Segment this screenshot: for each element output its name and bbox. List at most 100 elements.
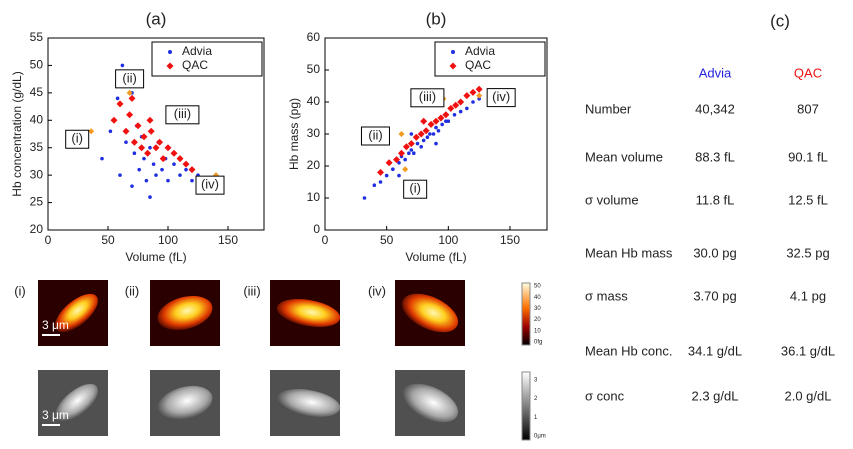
point <box>442 111 450 119</box>
annotation-label: (iv) <box>201 177 219 192</box>
image-label: (iv) <box>368 283 386 298</box>
point <box>446 119 451 123</box>
cell <box>401 383 459 423</box>
point <box>148 195 152 199</box>
scale-bar-label: 3 μm <box>42 408 69 422</box>
annotation-label: (ii) <box>122 70 136 85</box>
cell <box>401 293 459 333</box>
point <box>458 109 463 114</box>
point <box>130 184 134 188</box>
cell <box>276 299 341 327</box>
point <box>176 155 184 163</box>
point <box>407 151 411 155</box>
y-tick-label: 45 <box>30 85 44 99</box>
x-axis-label: Volume (fL) <box>125 250 186 264</box>
legend <box>434 41 546 77</box>
point <box>428 132 432 136</box>
point <box>417 130 425 138</box>
annotation-label: (iv) <box>492 89 510 104</box>
cell: 90.1 fL <box>788 149 828 164</box>
cell: 2.3 g/dL <box>692 388 739 403</box>
point <box>156 138 164 146</box>
annotation-point <box>126 89 133 96</box>
row-label: σ volume <box>585 192 639 207</box>
point <box>457 98 465 106</box>
colorbar-tick: 20 <box>534 317 541 323</box>
cell: 3.70 pg <box>693 288 736 303</box>
point <box>118 173 122 177</box>
point <box>115 96 120 101</box>
image-label: (iii) <box>243 283 260 298</box>
column-header: Advia <box>699 65 732 80</box>
point <box>397 149 405 157</box>
annotation-box <box>410 88 445 108</box>
y-tick-label: 50 <box>30 58 44 72</box>
annotation-label: (iii) <box>174 106 191 121</box>
point <box>471 100 475 104</box>
point <box>437 114 445 122</box>
point <box>148 145 152 150</box>
point <box>475 85 483 93</box>
point <box>172 162 176 166</box>
point <box>409 132 414 136</box>
x-tick-label: 50 <box>101 233 115 247</box>
point <box>444 119 448 123</box>
annotation-box <box>165 105 200 125</box>
point <box>152 144 160 152</box>
point <box>425 135 430 139</box>
colorbar-tick: 0μm <box>534 434 546 440</box>
row-label: σ mass <box>585 288 628 303</box>
point <box>372 183 377 187</box>
colorbar <box>521 282 531 346</box>
legend <box>151 41 263 77</box>
point <box>412 133 420 141</box>
legend-swatch <box>451 50 455 54</box>
point <box>477 97 481 101</box>
point <box>452 101 460 109</box>
annotation-point <box>476 92 483 99</box>
annotation-box <box>360 126 390 146</box>
x-tick-label: 0 <box>322 233 329 247</box>
y-axis-label: Hb concentration (g/dL) <box>10 71 24 196</box>
cell <box>157 295 213 331</box>
y-tick-label: 40 <box>30 112 44 126</box>
point <box>142 156 146 161</box>
image-label: (i) <box>14 283 26 298</box>
scale-bar-label: 3 μm <box>42 318 69 332</box>
annotation-point <box>402 166 409 173</box>
point <box>391 167 395 171</box>
point <box>407 140 415 148</box>
annotation-box <box>486 88 516 108</box>
x-axis-label: Volume (fL) <box>405 250 466 264</box>
point <box>409 148 414 152</box>
point <box>463 92 471 100</box>
point <box>377 168 384 176</box>
point <box>431 132 436 136</box>
y-tick-label: 40 <box>307 94 321 108</box>
point <box>108 129 113 134</box>
colorbar-tick: 40 <box>534 295 541 301</box>
plot-frame <box>47 37 265 231</box>
point <box>432 117 440 125</box>
row-label: Mean Hb mass <box>585 245 673 260</box>
colorbar-tick: 2 <box>534 396 538 402</box>
annotation-box <box>115 69 145 89</box>
point <box>434 141 438 146</box>
point <box>419 145 424 149</box>
point <box>178 173 182 177</box>
point <box>100 156 104 161</box>
point <box>397 173 401 178</box>
x-tick-label: 100 <box>158 233 178 247</box>
x-tick-label: 0 <box>45 233 52 247</box>
point <box>447 104 455 112</box>
legend-label: QAC <box>465 58 491 72</box>
row-label: Mean Hb conc. <box>585 343 672 358</box>
y-tick-label: 55 <box>30 30 44 44</box>
point <box>110 116 118 124</box>
y-tick-label: 25 <box>30 195 44 209</box>
colorbar-tick: 0fg <box>534 340 542 346</box>
x-tick-label: 50 <box>380 233 394 247</box>
chart-title: (a) <box>146 9 167 28</box>
point <box>385 159 393 167</box>
